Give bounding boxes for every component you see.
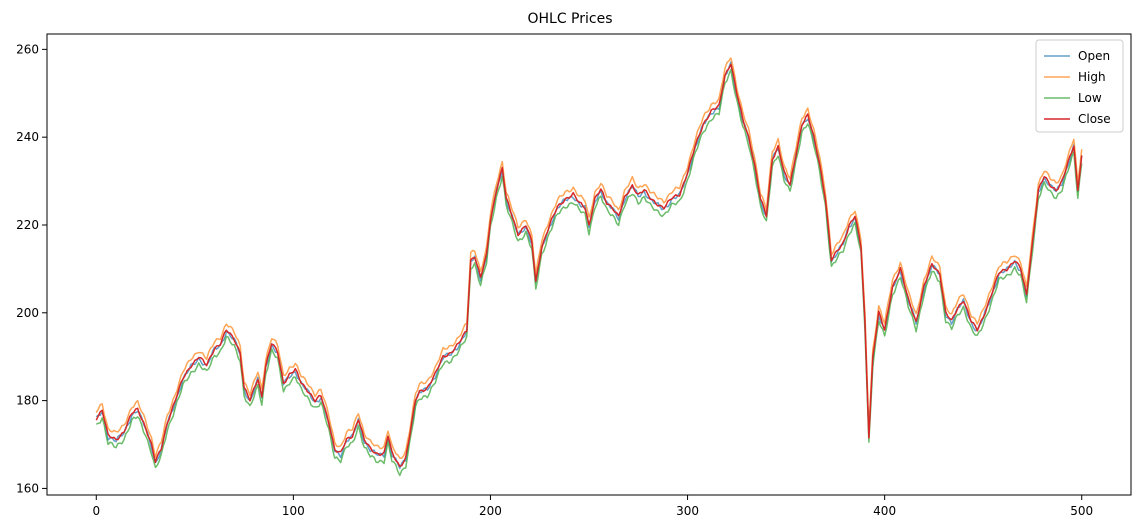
x-tick-label: 200 (479, 504, 502, 518)
y-tick-label: 200 (16, 306, 39, 320)
x-tick-label: 0 (92, 504, 100, 518)
y-tick-label: 260 (16, 42, 39, 56)
series-line-open (95, 61, 1083, 470)
plot-frame (46, 33, 1132, 496)
legend-label-high: High (1078, 70, 1106, 84)
legend: Open High Low Close (1035, 39, 1124, 133)
x-tick-label: 300 (676, 504, 699, 518)
series-line-high (95, 57, 1083, 459)
series-line-close (95, 63, 1083, 468)
x-tick-label: 400 (873, 504, 896, 518)
y-tick-label: 240 (16, 130, 39, 144)
y-axis: 160 180 200 220 240 260 (16, 42, 47, 495)
series-layer (95, 57, 1083, 477)
y-tick-label: 220 (16, 218, 39, 232)
legend-label-open: Open (1078, 49, 1110, 63)
y-tick-label: 160 (16, 481, 39, 495)
chart-title: OHLC Prices (527, 11, 612, 27)
x-tick-label: 500 (1070, 504, 1093, 518)
legend-label-close: Close (1078, 112, 1111, 126)
x-tick-label: 100 (282, 504, 305, 518)
x-axis: 0 100 200 300 400 500 (92, 495, 1093, 518)
legend-box (1035, 39, 1124, 133)
series-line-low (95, 68, 1083, 477)
legend-label-low: Low (1078, 91, 1102, 105)
y-tick-label: 180 (16, 394, 39, 408)
